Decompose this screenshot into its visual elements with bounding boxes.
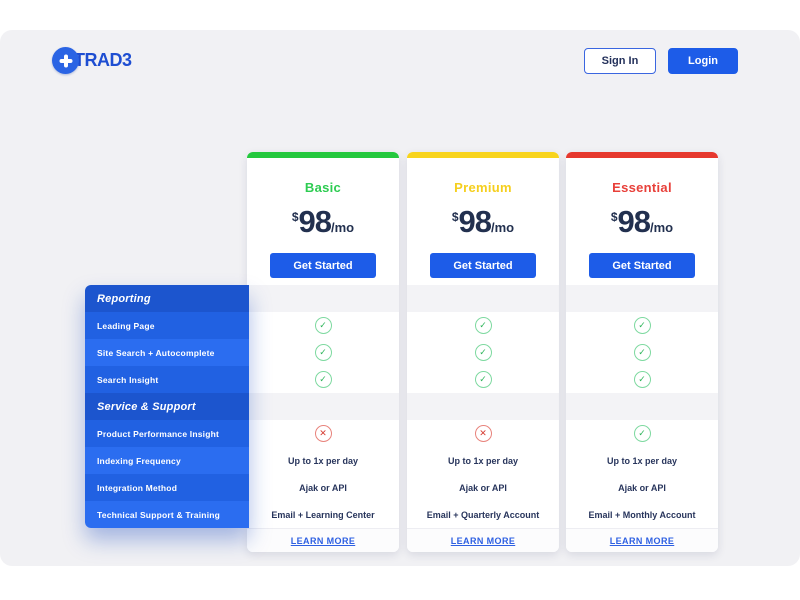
feature-row: Email + Quarterly Account bbox=[407, 501, 559, 528]
plan-price: $98/mo bbox=[407, 204, 559, 240]
feature-value: Up to 1x per day bbox=[447, 455, 519, 466]
feature-sidebar: Reporting Leading Page Site Search + Autoc… bbox=[85, 285, 249, 528]
top-bar: TRAD3 Sign In Login bbox=[0, 30, 800, 74]
sidebar-item: Leading Page bbox=[85, 312, 249, 339]
feature-row: Ajak or API bbox=[407, 474, 559, 501]
feature-row: Ajak or API bbox=[247, 474, 399, 501]
price-period: /mo bbox=[331, 220, 355, 235]
check-icon: ✓ bbox=[474, 344, 492, 361]
plan-accent-bar bbox=[407, 152, 559, 158]
feature-value: Up to 1x per day bbox=[606, 455, 678, 466]
login-button[interactable]: Login bbox=[668, 47, 738, 74]
plan-price: $98/mo bbox=[566, 204, 718, 240]
price-currency: $ bbox=[610, 210, 618, 224]
check-icon: ✓ bbox=[314, 317, 332, 334]
price-currency: $ bbox=[451, 210, 459, 224]
plan-accent-bar bbox=[566, 152, 718, 158]
check-icon: ✓ bbox=[633, 371, 651, 388]
check-icon: ✓ bbox=[633, 425, 651, 442]
plus-icon bbox=[52, 47, 79, 74]
feature-row: Email + Learning Center bbox=[247, 501, 399, 528]
check-icon: ✓ bbox=[314, 371, 332, 388]
cross-icon: ✕ bbox=[314, 425, 332, 442]
feature-value: Ajak or API bbox=[618, 482, 666, 493]
price-amount: 98 bbox=[298, 204, 332, 239]
brand-name: TRAD3 bbox=[74, 50, 132, 70]
feature-row: ✓ bbox=[247, 366, 399, 393]
feature-value: Email + Monthly Account bbox=[588, 509, 696, 520]
price-period: /mo bbox=[491, 220, 515, 235]
plan-name: Basic bbox=[304, 180, 342, 195]
check-icon: ✓ bbox=[633, 317, 651, 334]
feature-row: ✕ bbox=[247, 420, 399, 447]
feature-row: ✓ bbox=[407, 366, 559, 393]
feature-row: ✓ bbox=[247, 339, 399, 366]
plan-card-essential: Essential $98/mo Get Started ✓ ✓ ✓ ✓ Up to 1… bbox=[566, 152, 718, 552]
plan-name: Essential bbox=[612, 180, 672, 195]
feature-row: ✓ bbox=[566, 312, 718, 339]
feature-row: Email + Monthly Account bbox=[566, 501, 718, 528]
cross-icon: ✕ bbox=[474, 425, 492, 442]
section-band bbox=[566, 393, 718, 420]
section-band bbox=[407, 285, 559, 312]
feature-value: Ajak or API bbox=[459, 482, 507, 493]
feature-row: Up to 1x per day bbox=[247, 447, 399, 474]
feature-row: Up to 1x per day bbox=[566, 447, 718, 474]
feature-rows: ✓ ✓ ✓ ✕ Up to 1x per day Ajak or API Email + Q… bbox=[407, 285, 559, 528]
learn-more-link[interactable]: LEARN MORE bbox=[609, 535, 675, 546]
feature-row: ✕ bbox=[407, 420, 559, 447]
price-currency: $ bbox=[291, 210, 299, 224]
plan-accent-bar bbox=[247, 152, 399, 158]
price-period: /mo bbox=[650, 220, 674, 235]
plan-price: $98/mo bbox=[247, 204, 399, 240]
get-started-button[interactable]: Get Started bbox=[430, 253, 536, 278]
feature-rows: ✓ ✓ ✓ ✓ Up to 1x per day Ajak or API Email + M… bbox=[566, 285, 718, 528]
brand-logo[interactable]: TRAD3 bbox=[52, 47, 132, 74]
learn-more-link[interactable]: LEARN MORE bbox=[290, 535, 356, 546]
feature-row: ✓ bbox=[566, 339, 718, 366]
sign-in-button[interactable]: Sign In bbox=[584, 47, 656, 74]
card-footer: LEARN MORE bbox=[407, 528, 559, 552]
check-icon: ✓ bbox=[474, 371, 492, 388]
sidebar-section-header: Reporting bbox=[85, 285, 249, 312]
plan-name: Premium bbox=[454, 180, 512, 195]
sidebar-item: Product Performance Insight bbox=[85, 420, 249, 447]
sidebar-item: Integration Method bbox=[85, 474, 249, 501]
sidebar-item: Technical Support & Training bbox=[85, 501, 249, 528]
card-footer: LEARN MORE bbox=[566, 528, 718, 552]
auth-buttons: Sign In Login bbox=[584, 47, 738, 74]
feature-value: Ajak or API bbox=[299, 482, 347, 493]
sidebar-section-header: Service & Support bbox=[85, 393, 249, 420]
get-started-button[interactable]: Get Started bbox=[270, 253, 376, 278]
feature-row: ✓ bbox=[407, 312, 559, 339]
main-panel: TRAD3 Sign In Login Reporting Leading Pag… bbox=[0, 30, 800, 566]
feature-row: ✓ bbox=[566, 366, 718, 393]
plan-card-premium: Premium $98/mo Get Started ✓ ✓ ✓ ✕ Up to 1x … bbox=[407, 152, 559, 552]
sidebar-item: Indexing Frequency bbox=[85, 447, 249, 474]
learn-more-link[interactable]: LEARN MORE bbox=[450, 535, 516, 546]
price-amount: 98 bbox=[617, 204, 651, 239]
check-icon: ✓ bbox=[314, 344, 332, 361]
section-band bbox=[407, 393, 559, 420]
feature-value: Email + Quarterly Account bbox=[426, 509, 540, 520]
sidebar-item: Site Search + Autocomplete bbox=[85, 339, 249, 366]
section-band bbox=[247, 285, 399, 312]
price-amount: 98 bbox=[458, 204, 492, 239]
feature-value: Email + Learning Center bbox=[271, 509, 375, 520]
card-footer: LEARN MORE bbox=[247, 528, 399, 552]
feature-row: ✓ bbox=[247, 312, 399, 339]
feature-row: Ajak or API bbox=[566, 474, 718, 501]
feature-rows: ✓ ✓ ✓ ✕ Up to 1x per day Ajak or API Email + L… bbox=[247, 285, 399, 528]
check-icon: ✓ bbox=[474, 317, 492, 334]
get-started-button[interactable]: Get Started bbox=[589, 253, 695, 278]
section-band bbox=[247, 393, 399, 420]
feature-row: ✓ bbox=[407, 339, 559, 366]
check-icon: ✓ bbox=[633, 344, 651, 361]
feature-row: ✓ bbox=[566, 420, 718, 447]
feature-value: Up to 1x per day bbox=[287, 455, 359, 466]
plan-card-basic: Basic $98/mo Get Started ✓ ✓ ✓ ✕ Up to 1x pe… bbox=[247, 152, 399, 552]
section-band bbox=[566, 285, 718, 312]
sidebar-item: Search Insight bbox=[85, 366, 249, 393]
feature-row: Up to 1x per day bbox=[407, 447, 559, 474]
